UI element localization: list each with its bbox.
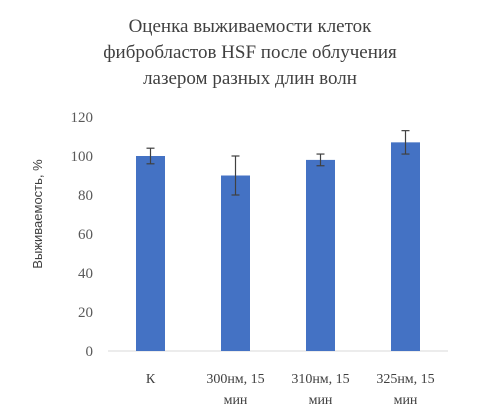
error-bar <box>231 155 240 196</box>
y-tick-label: 100 <box>71 149 94 165</box>
chart-title-line-3: лазером разных длин волн <box>143 68 357 89</box>
error-bar <box>401 130 410 155</box>
y-tick-label: 80 <box>78 188 93 204</box>
error-bar <box>146 147 155 165</box>
chart-title-line-1: Оценка выживаемости клеток <box>129 16 373 37</box>
x-tick-label: К <box>146 372 156 387</box>
y-axis-label: Выживаемость, % <box>30 159 45 269</box>
y-axis-ticks: 0 20 40 60 80 100 120 <box>71 110 94 360</box>
bar <box>391 142 420 351</box>
y-tick-label: 20 <box>78 305 93 321</box>
bar <box>136 156 165 351</box>
chart-title-line-2: фибробластов HSF после облучения <box>103 42 397 63</box>
x-tick-label: 325нм, 15 мин <box>376 372 434 408</box>
y-tick-label: 0 <box>86 344 94 360</box>
y-tick-label: 120 <box>71 110 94 126</box>
bars <box>136 142 420 351</box>
x-tick-label: 300нм, 15 мин <box>206 372 264 408</box>
y-tick-label: 60 <box>78 227 93 243</box>
error-bar <box>316 153 325 167</box>
x-axis-labels: К 300нм, 15 мин 310нм, 15 мин 325нм, 15 мин <box>146 372 435 408</box>
bar <box>306 159 335 351</box>
bar <box>221 175 250 351</box>
error-bars <box>146 130 410 196</box>
x-tick-label: 310нм, 15 мин <box>291 372 349 408</box>
chart-title: Оценка выживаемости клеток фибробластов … <box>103 16 397 89</box>
y-tick-label: 40 <box>78 266 93 282</box>
